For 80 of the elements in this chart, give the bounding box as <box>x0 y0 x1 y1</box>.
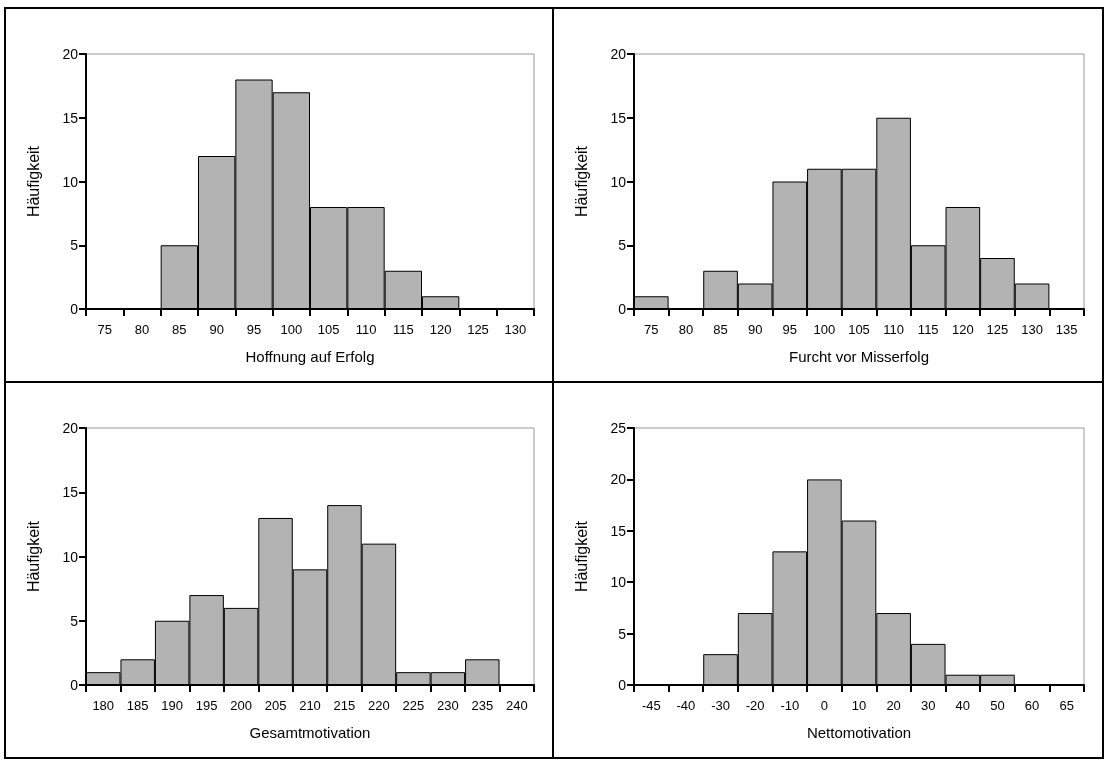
x-tick-label: 90 <box>209 322 224 337</box>
y-tick-label: 0 <box>618 677 627 693</box>
y-tick-label: 0 <box>618 301 627 317</box>
x-tick-label: 205 <box>264 698 287 713</box>
x-tick-label: 85 <box>172 322 187 337</box>
x-tick-label: 220 <box>368 698 390 713</box>
x-tick-label: 225 <box>402 698 425 713</box>
x-tick-label: 65 <box>1059 698 1074 713</box>
x-tick-label: 130 <box>1021 322 1043 337</box>
y-tick-label: 15 <box>610 522 627 539</box>
x-tick-label: -45 <box>641 698 661 713</box>
x-axis-title: Gesamtmotivation <box>249 724 371 741</box>
x-tick-label: 180 <box>92 698 115 713</box>
x-tick-label: 80 <box>134 322 150 337</box>
x-tick-label: 105 <box>848 322 870 337</box>
x-tick-label: 10 <box>851 698 867 713</box>
x-tick-label: -40 <box>676 698 696 713</box>
x-tick-label: 185 <box>126 698 149 713</box>
x-tick-label: 125 <box>986 322 1009 337</box>
x-tick-label: -20 <box>745 698 765 713</box>
x-tick-label: 75 <box>644 322 659 337</box>
x-tick-label: 60 <box>1024 698 1040 713</box>
y-tick-label: 0 <box>70 677 79 693</box>
x-tick-label: 75 <box>97 322 112 337</box>
x-tick-label: -30 <box>711 698 730 713</box>
x-tick-label: 115 <box>392 322 414 337</box>
x-axis-title: Nettomotivation <box>806 724 912 741</box>
x-tick-label: 110 <box>883 322 904 337</box>
x-tick-label: 190 <box>161 698 184 713</box>
x-tick-label: -10 <box>780 698 800 713</box>
x-tick-label: 215 <box>333 698 356 713</box>
y-tick-label: 5 <box>70 237 79 254</box>
x-tick-label: 40 <box>955 698 971 713</box>
y-axis-title: Häufigkeit <box>24 520 42 593</box>
x-tick-label: 110 <box>355 322 377 337</box>
y-tick-label: 5 <box>70 612 79 629</box>
x-tick-label: 30 <box>921 698 936 713</box>
x-tick-label: 105 <box>317 322 340 337</box>
y-tick-label: 0 <box>70 301 79 317</box>
y-tick-label: 15 <box>62 109 79 126</box>
x-tick-label: 235 <box>471 698 494 713</box>
y-tick-label: 5 <box>618 625 627 642</box>
x-tick-label: 20 <box>886 698 901 713</box>
y-tick-label: 15 <box>62 484 79 501</box>
y-tick-label: 15 <box>610 109 627 126</box>
x-tick-label: 130 <box>504 322 527 337</box>
y-tick-label: 10 <box>610 574 627 591</box>
x-tick-label: 95 <box>246 322 262 337</box>
y-tick-label: 5 <box>618 237 627 254</box>
y-tick-label: 20 <box>62 420 79 436</box>
x-axis-title: Hoffnung auf Erfolg <box>245 348 375 365</box>
y-tick-label: 10 <box>62 173 79 190</box>
y-axis-title: Häufigkeit <box>572 520 590 593</box>
x-tick-label: 210 <box>299 698 321 713</box>
x-tick-label: 95 <box>782 322 797 337</box>
y-tick-label: 20 <box>62 46 79 62</box>
x-tick-label: 120 <box>429 322 452 337</box>
x-tick-label: 90 <box>747 322 763 337</box>
x-tick-label: 100 <box>280 322 303 337</box>
x-axis-title: Furcht vor Misserfolg <box>788 348 930 365</box>
y-axis-title: Häufigkeit <box>24 145 42 218</box>
x-tick-label: 0 <box>820 698 828 713</box>
x-tick-label: 100 <box>813 322 836 337</box>
y-tick-label: 25 <box>610 420 627 436</box>
y-tick-label: 10 <box>62 548 79 565</box>
y-tick-label: 20 <box>610 46 627 62</box>
x-tick-label: 80 <box>678 322 694 337</box>
x-tick-label: 195 <box>195 698 218 713</box>
x-tick-label: 85 <box>713 322 728 337</box>
y-axis-title: Häufigkeit <box>572 145 590 218</box>
x-tick-label: 120 <box>951 322 974 337</box>
x-tick-label: 240 <box>505 698 528 713</box>
x-tick-label: 115 <box>917 322 939 337</box>
x-tick-label: 50 <box>990 698 1005 713</box>
x-tick-label: 230 <box>436 698 459 713</box>
x-tick-label: 125 <box>467 322 489 337</box>
x-tick-label: 135 <box>1055 322 1078 337</box>
x-tick-label: 200 <box>230 698 252 713</box>
y-tick-label: 10 <box>610 173 627 190</box>
y-tick-label: 20 <box>610 471 627 488</box>
